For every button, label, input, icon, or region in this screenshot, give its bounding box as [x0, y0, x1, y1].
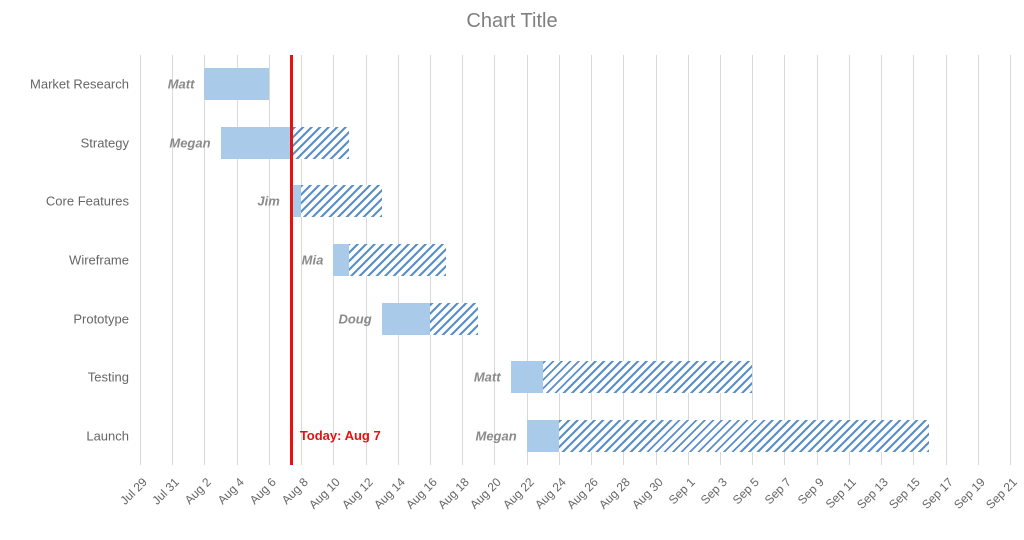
x-axis-label: Sep 9	[794, 475, 826, 507]
task-label: Market Research	[9, 77, 129, 92]
bar-complete	[204, 68, 268, 100]
task-bar	[140, 244, 1010, 276]
assignee-label: Megan	[169, 135, 210, 150]
x-axis-label: Jul 31	[150, 475, 183, 508]
x-axis-label: Jul 29	[117, 475, 150, 508]
task-bar	[140, 303, 1010, 335]
x-axis-label: Sep 5	[730, 475, 762, 507]
task-label: Wireframe	[9, 253, 129, 268]
task-label: Prototype	[9, 311, 129, 326]
task-bar	[140, 361, 1010, 393]
assignee-label: Matt	[474, 370, 501, 385]
bar-remaining	[559, 420, 930, 452]
today-line	[290, 55, 293, 465]
today-label: Today: Aug 7	[300, 428, 381, 443]
x-axis-label: Sep 11	[823, 475, 859, 511]
chart-title: Chart Title	[0, 10, 1024, 33]
task-bar	[140, 420, 1010, 452]
x-axis-label: Aug 20	[468, 475, 505, 512]
x-axis-label: Aug 6	[247, 475, 279, 507]
assignee-label: Mia	[302, 253, 324, 268]
x-axis-label: Sep 21	[983, 475, 1020, 512]
gantt-chart: Chart Title Matt Megan Jim Mia Doug Matt Megan…	[0, 0, 1024, 540]
assignee-label: Doug	[338, 311, 371, 326]
x-axis-label: Sep 19	[951, 475, 988, 512]
x-axis-label: Aug 2	[182, 475, 214, 507]
task-label: Strategy	[9, 135, 129, 150]
x-axis-label: Aug 4	[214, 475, 246, 507]
bar-remaining	[430, 303, 478, 335]
plot-area: Matt Megan Jim Mia Doug Matt Megan Today: Aug 7	[140, 55, 1010, 465]
task-label: Testing	[9, 370, 129, 385]
bar-complete	[511, 361, 543, 393]
bar-complete	[221, 127, 290, 159]
task-label: Core Features	[9, 194, 129, 209]
bar-remaining	[349, 244, 446, 276]
gridline	[1010, 55, 1011, 465]
x-axis-label: Aug 28	[596, 475, 633, 512]
bar-remaining	[301, 185, 382, 217]
assignee-label: Jim	[257, 194, 279, 209]
bar-complete	[527, 420, 559, 452]
x-axis-label: Aug 10	[306, 475, 343, 512]
task-bar	[140, 127, 1010, 159]
x-axis-label: Sep 3	[698, 475, 730, 507]
x-axis-label: Aug 24	[532, 475, 569, 512]
task-bar	[140, 68, 1010, 100]
x-axis-label: Aug 18	[435, 475, 472, 512]
bar-complete	[382, 303, 430, 335]
bar-remaining	[543, 361, 752, 393]
assignee-label: Megan	[475, 428, 516, 443]
bar-remaining	[290, 127, 350, 159]
task-label: Launch	[9, 428, 129, 443]
x-axis-label: Sep 15	[886, 475, 923, 512]
x-axis-label: Sep 13	[854, 475, 891, 512]
x-axis-label: Aug 14	[371, 475, 408, 512]
x-axis-label: Sep 1	[666, 475, 698, 507]
x-axis-label: Aug 12	[339, 475, 376, 512]
x-axis-label: Aug 26	[564, 475, 601, 512]
x-axis-label: Sep 17	[919, 475, 956, 512]
assignee-label: Matt	[168, 77, 195, 92]
bar-complete	[333, 244, 349, 276]
x-axis-label: Aug 30	[629, 475, 666, 512]
x-axis-label: Aug 16	[403, 475, 440, 512]
x-axis-label: Sep 7	[762, 475, 794, 507]
x-axis-label: Aug 22	[500, 475, 537, 512]
